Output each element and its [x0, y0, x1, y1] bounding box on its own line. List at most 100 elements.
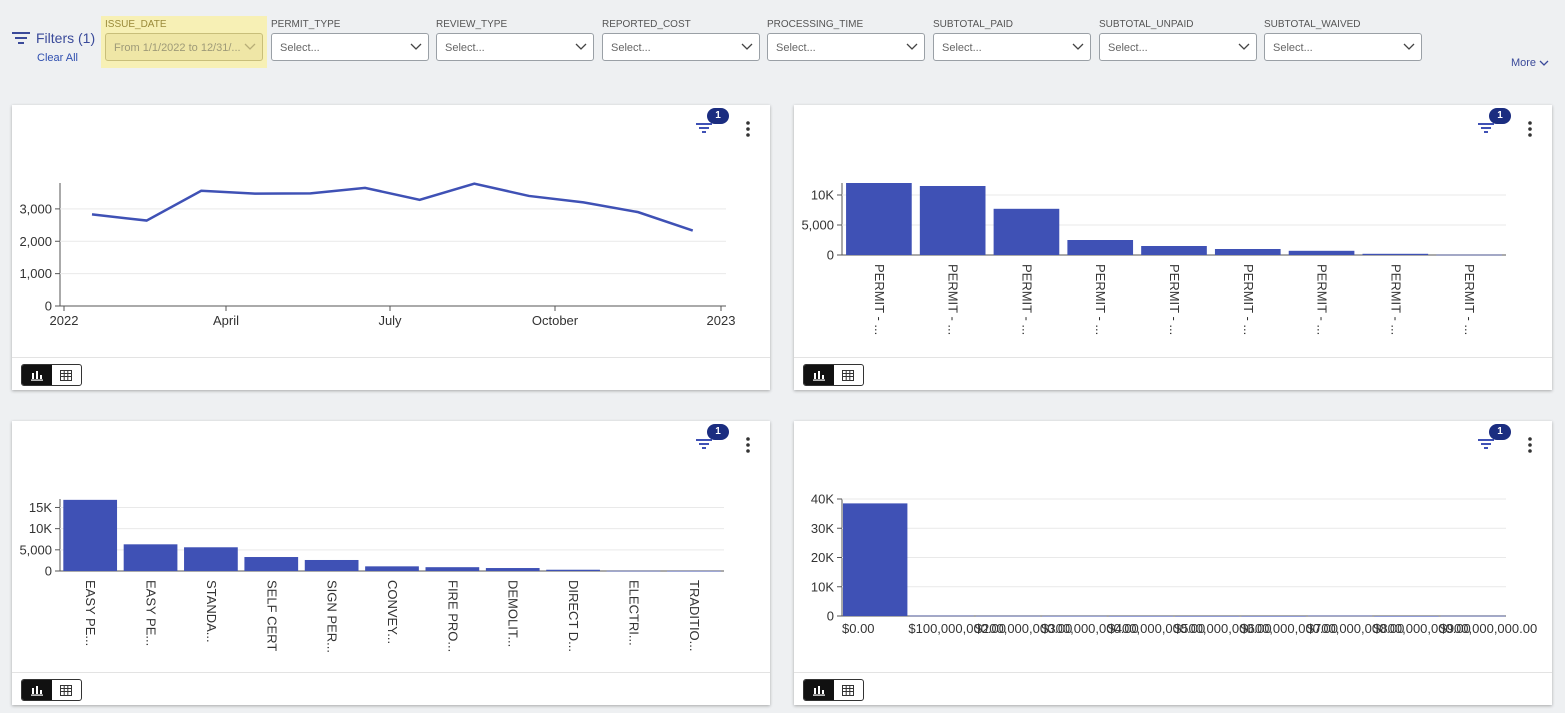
bar[interactable] — [63, 499, 118, 571]
bar[interactable] — [1362, 253, 1429, 255]
filter-5: SUBTOTAL_PAID Select... — [933, 16, 1091, 68]
bar[interactable] — [1440, 615, 1506, 617]
filters-toggle[interactable]: Filters (1) — [12, 30, 95, 46]
filter-select[interactable]: Select... — [602, 33, 760, 61]
x-tick-label: $100,000,000.00 — [908, 621, 1006, 636]
filter-select[interactable]: Select... — [271, 33, 429, 61]
more-filters-button[interactable]: More — [1511, 57, 1549, 69]
bar[interactable] — [975, 615, 1041, 617]
bar[interactable] — [1307, 615, 1373, 617]
filter-count-badge: 1 — [707, 108, 729, 124]
x-tick-label: 2023 — [707, 313, 736, 328]
y-tick-label: 0 — [827, 609, 834, 624]
bar[interactable] — [909, 615, 974, 617]
filter-select[interactable]: From 1/1/2022 to 12/31/... — [105, 33, 263, 61]
chart-view-button[interactable] — [22, 365, 52, 385]
bar[interactable] — [1374, 615, 1439, 617]
bar[interactable] — [184, 547, 238, 571]
x-tick-label: PERMIT - ... — [1167, 264, 1182, 335]
bar[interactable] — [425, 567, 480, 571]
bar[interactable] — [365, 566, 419, 571]
series-line — [91, 182, 694, 232]
bar[interactable] — [919, 186, 986, 255]
chart-filter-icon[interactable] — [1478, 437, 1494, 456]
filter-select[interactable]: Select... — [767, 33, 925, 61]
chart-filter-icon[interactable] — [696, 437, 712, 456]
bar[interactable] — [606, 570, 661, 572]
bar-chart: 0 5,000 10K PERMIT - ... PERMIT - ... PERMIT … — [801, 183, 1506, 335]
x-tick-label: ELECTRI... — [626, 580, 641, 646]
filter-value: Select... — [1108, 42, 1148, 54]
filter-select[interactable]: Select... — [1264, 33, 1422, 61]
x-tick-label: PERMIT - ... — [1241, 264, 1256, 335]
filter-select[interactable]: Select... — [1099, 33, 1257, 61]
chart-view-button[interactable] — [22, 680, 52, 700]
bar[interactable] — [1067, 240, 1134, 255]
table-icon — [842, 369, 855, 381]
filter-select[interactable]: Select... — [933, 33, 1091, 61]
y-tick-label: 3,000 — [19, 201, 52, 216]
bar[interactable] — [1288, 250, 1355, 255]
bar[interactable] — [1436, 254, 1502, 256]
more-options-icon[interactable] — [745, 121, 751, 137]
bar[interactable] — [1108, 615, 1174, 617]
filter-icon — [12, 32, 30, 44]
bar-chart-icon — [812, 370, 825, 381]
chart-view-button[interactable] — [804, 365, 834, 385]
line-chart: 0 1,000 2,000 3,000 2022 April July October 2023 — [19, 182, 736, 328]
bar[interactable] — [842, 503, 908, 616]
bar[interactable] — [123, 544, 178, 571]
x-tick-label: PERMIT - ... — [946, 264, 961, 335]
filter-label: SUBTOTAL_PAID — [933, 19, 1014, 30]
table-view-button[interactable] — [834, 680, 864, 700]
more-options-icon[interactable] — [1527, 437, 1533, 453]
filter-label: ISSUE_DATE — [105, 19, 167, 30]
bar[interactable] — [546, 569, 600, 571]
filter-value: Select... — [776, 42, 816, 54]
x-tick-label: CONVEY... — [385, 580, 400, 644]
filter-1: PERMIT_TYPE Select... — [271, 16, 429, 68]
bar-chart-icon — [812, 685, 825, 696]
filter-select[interactable]: Select... — [436, 33, 594, 61]
more-options-icon[interactable] — [745, 437, 751, 453]
bar[interactable] — [1174, 615, 1240, 617]
bar[interactable] — [666, 570, 721, 572]
x-tick-label: $200,000,000.00 — [975, 621, 1073, 636]
more-label: More — [1510, 57, 1536, 69]
x-tick-label: DIRECT D... — [566, 580, 581, 652]
x-tick-label: PERMIT - ... — [1019, 264, 1034, 335]
bar[interactable] — [846, 183, 912, 255]
chart-filter-icon[interactable] — [696, 121, 712, 140]
view-toggle — [803, 364, 864, 386]
x-tick-label: $900,000,000.00 — [1440, 621, 1538, 636]
x-tick-label: EASY PE... — [83, 580, 98, 646]
chevron-down-icon — [906, 42, 918, 54]
bar[interactable] — [1214, 249, 1281, 255]
bar[interactable] — [993, 208, 1060, 255]
table-view-button[interactable] — [52, 680, 82, 700]
x-tick-label: 2022 — [50, 313, 79, 328]
clear-all-link[interactable]: Clear All — [37, 52, 78, 64]
chevron-down-icon — [1403, 42, 1415, 54]
chart-view-button[interactable] — [804, 680, 834, 700]
bar[interactable] — [304, 559, 359, 571]
more-options-icon[interactable] — [1527, 121, 1533, 137]
x-tick-label: TRADITIO... — [687, 580, 702, 652]
x-tick-label: PERMIT - ... — [1462, 264, 1477, 335]
card-footer — [794, 672, 1552, 705]
bar[interactable] — [485, 568, 540, 571]
chevron-down-icon — [575, 42, 587, 54]
table-view-button[interactable] — [834, 365, 864, 385]
chevron-down-icon — [410, 42, 422, 54]
filter-value: From 1/1/2022 to 12/31/... — [114, 42, 241, 54]
x-tick-label: EASY PE... — [144, 580, 159, 646]
table-view-button[interactable] — [52, 365, 82, 385]
table-icon — [842, 684, 855, 696]
bar[interactable] — [1241, 615, 1306, 617]
chart-filter-icon[interactable] — [1478, 121, 1494, 140]
bar[interactable] — [1042, 615, 1107, 617]
bar[interactable] — [244, 557, 299, 571]
x-tick-label: $500,000,000.00 — [1174, 621, 1272, 636]
bar-chart: 0 5,000 10K 15K EASY PE... EASY PE... STANDA..… — [19, 499, 724, 653]
bar[interactable] — [1141, 246, 1207, 255]
